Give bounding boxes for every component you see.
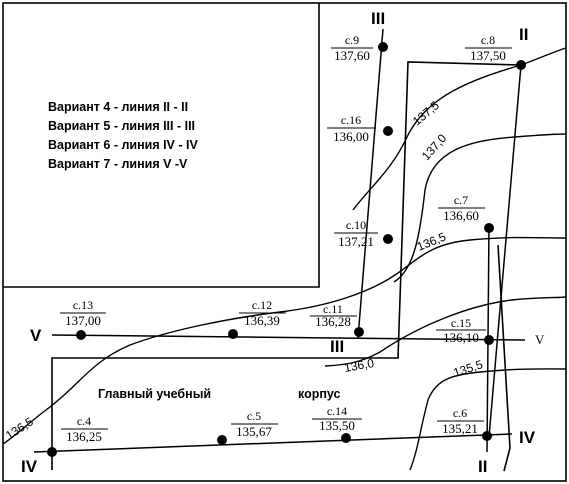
section-line-III-III [357, 28, 384, 339]
station-5: с.5 135,67 [217, 409, 278, 445]
right-block-outline [497, 244, 511, 472]
station-14: с.14 135,50 [312, 404, 362, 443]
station-name: с.8 [481, 33, 495, 47]
station-elevation: 136,10 [443, 330, 479, 345]
station-point [341, 433, 351, 443]
station-point [482, 431, 492, 441]
station-15: с.15 136,10 [436, 316, 494, 345]
line-label-III-top: III [371, 9, 385, 28]
station-name: с.9 [345, 33, 359, 47]
station-point [378, 42, 388, 52]
station-point [217, 435, 227, 445]
section-line-IV-IV [33, 433, 513, 453]
station-point [228, 329, 238, 339]
station-6: с.6 135,21 [437, 406, 492, 441]
station-point [76, 330, 86, 340]
station-name: с.13 [73, 298, 93, 312]
station-13: с.13 137,00 [60, 298, 106, 340]
station-point [383, 234, 393, 244]
station-name: с.7 [454, 193, 468, 207]
station-elevation: 136,25 [66, 429, 102, 444]
building-label-main: Главный учебный [98, 387, 211, 401]
station-16: с.16 136,00 [327, 113, 393, 144]
station-elevation: 135,67 [236, 424, 272, 439]
contour-136-5-lower [2, 409, 47, 445]
station-12: с.12 136,39 [228, 298, 286, 339]
station-4: с.4 136,25 [47, 414, 108, 457]
line-label-II-bottom: II [478, 457, 487, 476]
station-7: с.7 136,60 [438, 193, 494, 233]
station-name: с.6 [453, 406, 467, 420]
station-elevation: 135,21 [442, 421, 478, 436]
contour-137-0 [393, 133, 567, 283]
line-label-V-right: V [535, 332, 545, 347]
legend: Вариант 4 - линия II - II Вариант 5 - ли… [48, 100, 198, 171]
line-label-II-top: II [519, 25, 528, 44]
contour-136-5 [45, 236, 567, 411]
station-name: с.5 [247, 409, 261, 423]
legend-line-variant-7: Вариант 7 - линия V -V [48, 157, 188, 171]
contour-label-136-5-lower: 136,5 [3, 414, 36, 442]
station-point [516, 60, 526, 70]
station-elevation: 137,00 [65, 313, 101, 328]
station-point [354, 327, 364, 337]
station-point [47, 447, 57, 457]
line-label-IV-right: IV [519, 428, 536, 447]
contour-label-135-5: 135,5 [452, 357, 485, 380]
legend-line-variant-6: Вариант 6 - линия IV - IV [48, 138, 198, 152]
station-name: с.14 [327, 404, 347, 418]
line-label-III-bottom: III [330, 337, 344, 356]
station-8: с.8 137,50 [465, 33, 526, 70]
station-elevation: 136,28 [315, 314, 351, 329]
station-elevation: 137,21 [338, 234, 374, 249]
station-elevation: 136,60 [443, 208, 479, 223]
station-point [484, 335, 494, 345]
station-name: с.12 [252, 298, 272, 312]
station-name: с.4 [77, 414, 91, 428]
station-11: с.11 136,28 [310, 302, 364, 337]
station-name: с.11 [323, 302, 343, 316]
contour-label-136-0: 136,0 [343, 356, 375, 375]
station-elevation: 136,00 [333, 129, 369, 144]
station-10: с.10 137,21 [334, 218, 393, 249]
contour-label-137-0: 137,0 [419, 131, 450, 163]
station-name: с.10 [346, 218, 366, 232]
section-line-II-II [488, 64, 522, 438]
station-elevation: 136,39 [244, 313, 280, 328]
station-elevation: 135,50 [319, 418, 355, 433]
legend-line-variant-4: Вариант 4 - линия II - II [48, 100, 188, 114]
line-label-V-left: V [30, 326, 42, 345]
station-elevation: 137,60 [334, 48, 370, 63]
section-line-V-V [51, 334, 526, 341]
station-name: с.15 [451, 316, 471, 330]
contour-137-5 [352, 47, 567, 211]
station-elevation: 137,50 [470, 48, 506, 63]
building-outline [51, 61, 522, 470]
station-9: с.9 137,60 [331, 33, 388, 63]
contour-label-137-5: 137,5 [410, 98, 442, 128]
contour-136-0 [324, 296, 567, 367]
building-label-corpus: корпус [298, 387, 341, 401]
station-name: с.16 [341, 113, 361, 127]
line-label-IV-left: IV [21, 457, 38, 476]
legend-line-variant-5: Вариант 5 - линия III - III [48, 119, 195, 133]
station-point [383, 126, 393, 136]
station-point [484, 223, 494, 233]
legend-box-border [3, 3, 320, 288]
